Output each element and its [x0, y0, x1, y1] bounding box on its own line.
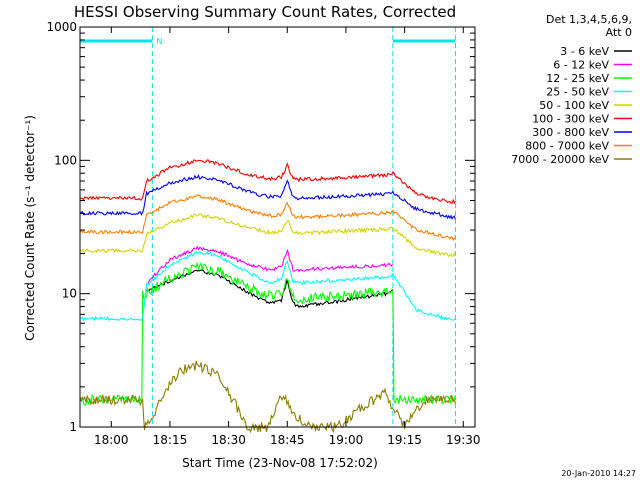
x-axis-label: Start Time (23-Nov-08 17:52:02): [182, 456, 378, 470]
series-line-5: [79, 213, 456, 258]
series-line-6: [80, 159, 456, 205]
legend-label: 800 - 7000 keV: [525, 140, 609, 153]
series-line-3: [79, 262, 456, 406]
series-line-4: [79, 250, 456, 322]
plot-frame: [79, 26, 476, 428]
series-lines: [79, 159, 456, 434]
legend-label: 300 - 800 keV: [532, 126, 609, 139]
legend-label: 7000 - 20000 keV: [511, 153, 609, 166]
timestamp: 20-Jan-2010 14:27: [561, 469, 636, 478]
legend-label: 6 - 12 keV: [553, 59, 609, 72]
x-tick-label: 18:15: [153, 433, 188, 447]
x-tick-label: 19:00: [329, 433, 364, 447]
legend-label: 100 - 300 keV: [532, 113, 609, 126]
night-label: N: [156, 37, 162, 46]
legend-header: Att 0: [606, 26, 632, 39]
x-tick-label: 18:45: [270, 433, 305, 447]
y-tick-label: 100: [54, 153, 77, 167]
chart-title: HESSI Observing Summary Count Rates, Cor…: [74, 3, 456, 21]
legend-header: Det 1,3,4,5,6,9,: [546, 13, 632, 26]
series-line-8: [79, 194, 456, 242]
legend-label: 25 - 50 keV: [546, 86, 609, 99]
legend-label: 3 - 6 keV: [560, 45, 609, 58]
legend-label: 12 - 25 keV: [546, 72, 609, 85]
x-tick-label: 19:30: [446, 433, 481, 447]
series-line-9: [79, 360, 456, 434]
y-tick-label: 1000: [46, 20, 77, 34]
x-tick-label: 18:00: [94, 433, 129, 447]
x-tick-label: 18:30: [211, 433, 246, 447]
x-tick-label: 19:15: [387, 433, 422, 447]
y-axis: 1 10 100 1000: [46, 20, 475, 434]
night-markers: N: [79, 27, 456, 427]
legend-label: 50 - 100 keV: [539, 99, 609, 112]
series-line-2: [146, 245, 394, 285]
y-axis-label: Corrected Count Rate (s⁻¹ detector⁻¹): [23, 115, 37, 341]
y-tick-label: 1: [69, 420, 77, 434]
y-tick-label: 10: [62, 287, 77, 301]
series-line-7: [79, 174, 456, 221]
x-axis: 18:00 18:15 18:30 18:45 19:00 19:15 19:30: [94, 27, 481, 447]
